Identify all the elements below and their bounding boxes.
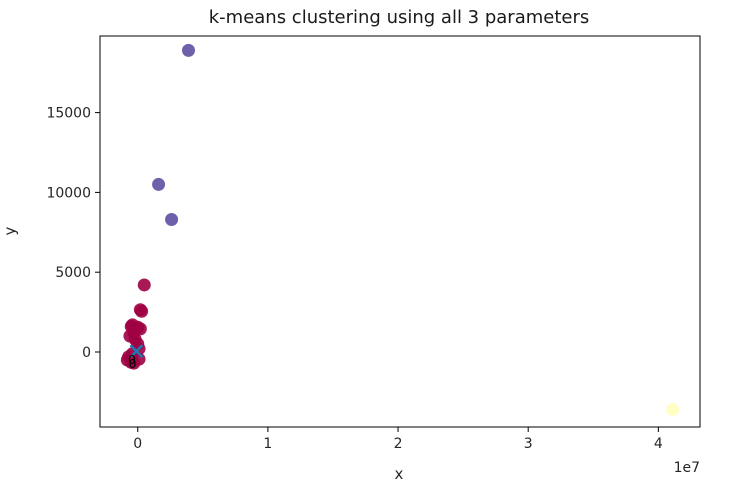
- centroid-stroke: [129, 344, 144, 359]
- data-point: [152, 177, 166, 191]
- plot-frame: [99, 35, 701, 428]
- x-axis-label: x: [395, 465, 404, 483]
- x-tick-label: 4: [654, 436, 663, 452]
- data-point: [666, 402, 680, 416]
- x-tick-label: 2: [394, 436, 403, 452]
- point-annotation: 0: [129, 357, 137, 371]
- x-tick-label: 3: [524, 436, 533, 452]
- y-tick-label: 0: [82, 345, 91, 361]
- data-point: [135, 304, 149, 318]
- x-axis-offset-label: 1e7: [674, 460, 700, 476]
- y-tick-label: 10000: [46, 185, 91, 201]
- y-tick-label: 5000: [55, 265, 91, 281]
- data-point: [137, 278, 151, 292]
- y-tick-label: 15000: [46, 106, 91, 122]
- x-tick-label: 1: [263, 436, 272, 452]
- y-axis-label: y: [1, 226, 19, 235]
- chart-title: k-means clustering using all 3 parameter…: [209, 7, 590, 28]
- data-point: [165, 213, 179, 227]
- point-annotation: 0: [128, 353, 136, 367]
- data-point: [182, 43, 196, 57]
- x-tick-label: 0: [133, 436, 142, 452]
- centroid-marker: [129, 344, 144, 359]
